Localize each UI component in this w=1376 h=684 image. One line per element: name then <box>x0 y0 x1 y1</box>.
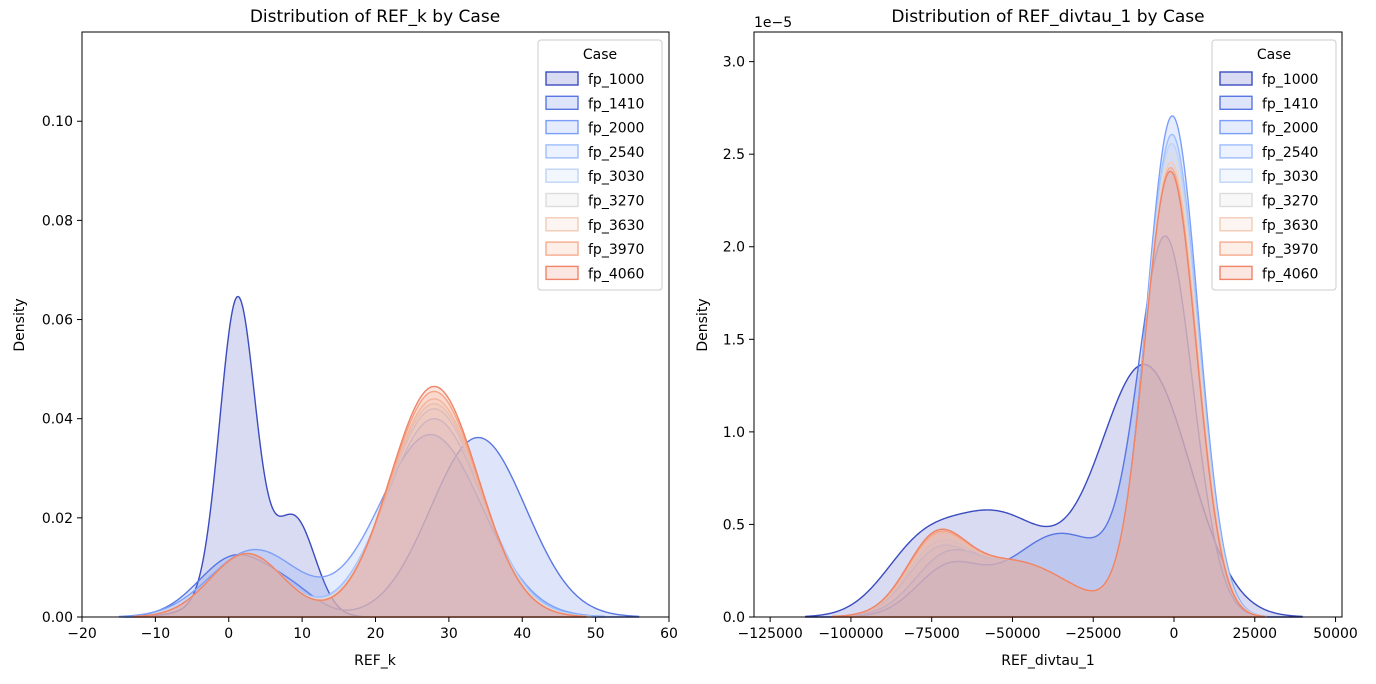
x-axis-ticks: −20 −10 0 10 20 30 40 50 60 <box>67 617 678 642</box>
legend-entry-label: fp_3030 <box>1262 169 1318 185</box>
x-tick-label: 25000 <box>1232 626 1277 642</box>
y-axis-ticks: 0.0 0.5 1.0 1.5 2.0 2.5 3.0 <box>723 55 754 626</box>
legend-title: Case <box>583 47 617 63</box>
legend-entry-label: fp_3630 <box>1262 218 1318 234</box>
legend-entry-label: fp_2000 <box>1262 121 1318 137</box>
x-tick-label: −20 <box>67 626 97 642</box>
legend-swatch <box>1219 168 1253 183</box>
legend-swatch <box>1219 217 1253 232</box>
legend-swatch <box>1219 144 1253 159</box>
legend-entry-label: fp_1000 <box>1262 72 1318 88</box>
y-axis-label: Density <box>12 298 28 351</box>
legend: Case fp_1000 fp_1410 fp_2000 fp_2540 fp_3030f… <box>1211 39 1337 291</box>
density-plot-area <box>805 115 1303 618</box>
x-tick-label: −10 <box>141 626 171 642</box>
legend-entry-label: fp_3970 <box>1262 242 1318 258</box>
y-tick-label: 3.0 <box>723 55 745 71</box>
x-tick-label: 10 <box>293 626 311 642</box>
y-tick-label: 2.5 <box>723 147 745 163</box>
y-axis-scale-label: 1e−5 <box>754 15 792 31</box>
x-tick-label: 60 <box>660 626 678 642</box>
y-tick-label: 0.5 <box>723 517 745 533</box>
y-tick-label: 1.5 <box>723 332 745 348</box>
legend-entry-label: fp_1410 <box>1262 96 1318 112</box>
density-curve-fp-1000 <box>142 295 363 618</box>
legend-title: Case <box>1257 47 1291 63</box>
density-curve-fp-1410 <box>123 436 640 618</box>
legend-entry-label: fp_2540 <box>588 145 644 161</box>
legend-swatch <box>1219 265 1253 281</box>
legend-swatch <box>545 241 579 256</box>
x-tick-label: 0 <box>224 626 233 642</box>
y-tick-label: 1.0 <box>723 425 745 441</box>
legend-swatch <box>545 192 579 208</box>
density-curve-fp-1000 <box>805 363 1303 618</box>
panel-ref-divtau-1: Distribution of REF_divtau_1 by Case 1e−… <box>695 7 1358 669</box>
x-tick-label: 50 <box>587 626 605 642</box>
legend-swatch <box>1219 192 1253 208</box>
y-tick-label: 0.10 <box>42 114 73 130</box>
y-axis-label: Density <box>695 298 711 351</box>
legend-entry-label: fp_3030 <box>588 169 644 185</box>
legend-swatch <box>1219 241 1253 256</box>
legend-swatch <box>545 217 579 232</box>
x-tick-label: 20 <box>367 626 385 642</box>
legend-entry-label: fp_2540 <box>1262 145 1318 161</box>
legend-frame <box>537 39 663 291</box>
legend-swatch <box>1219 119 1253 135</box>
legend-swatch <box>545 144 579 159</box>
legend-swatch <box>1219 71 1253 86</box>
legend-entry-label: fp_4060 <box>588 266 644 282</box>
x-tick-label: 30 <box>440 626 458 642</box>
y-axis-ticks: 0.00 0.02 0.04 0.06 0.08 0.10 <box>42 114 82 626</box>
x-tick-label: −25000 <box>1065 626 1121 642</box>
density-curve-fp-4060 <box>134 385 587 618</box>
legend-swatch <box>545 95 579 111</box>
x-tick-label: 50000 <box>1313 626 1358 642</box>
chart-title: Distribution of REF_divtau_1 by Case <box>891 7 1204 27</box>
legend-entry-label: fp_1000 <box>588 72 644 88</box>
legend: Case fp_1000 fp_1410 fp_2000 fp_2540 fp_3030f… <box>537 39 663 291</box>
x-tick-label: −50000 <box>984 626 1040 642</box>
x-axis-label: REF_divtau_1 <box>1001 653 1095 669</box>
y-tick-label: 0.00 <box>42 610 73 626</box>
x-tick-label: −100000 <box>818 626 883 642</box>
density-curve-fp-2000 <box>118 433 606 618</box>
legend-entry-label: fp_3270 <box>1262 194 1318 210</box>
chart-title: Distribution of REF_k by Case <box>250 7 500 27</box>
legend-frame <box>1211 39 1337 291</box>
density-plot-area <box>118 295 640 618</box>
y-tick-label: 0.04 <box>42 412 73 428</box>
legend-entry-label: fp_4060 <box>1262 266 1318 282</box>
x-axis-ticks: −125000 −100000 −75000 −50000 −25000 0 25000 50… <box>738 617 1358 642</box>
legend-entry-label: fp_3630 <box>588 218 644 234</box>
plot-frame <box>753 31 1343 618</box>
legend-swatch <box>545 168 579 183</box>
y-tick-label: 0.0 <box>723 610 745 626</box>
legend-entry-label: fp_1410 <box>588 96 644 112</box>
x-axis-label: REF_k <box>354 653 397 669</box>
legend-swatch <box>1219 95 1253 111</box>
legend-swatch <box>545 119 579 135</box>
density-curve-fp-4060 <box>832 170 1266 618</box>
legend-swatch <box>545 71 579 86</box>
y-tick-label: 0.02 <box>42 511 73 527</box>
y-tick-label: 2.0 <box>723 240 745 256</box>
legend-entry-label: fp_2000 <box>588 121 644 137</box>
density-curve-fp-1410 <box>852 235 1266 618</box>
panel-ref-k: Distribution of REF_k by Case −20 −10 0 10 2… <box>12 7 678 669</box>
legend-swatch <box>545 265 579 281</box>
legend-entry-label: fp_3970 <box>588 242 644 258</box>
x-tick-label: −125000 <box>738 626 803 642</box>
y-tick-label: 0.08 <box>42 213 73 229</box>
x-tick-label: −75000 <box>904 626 960 642</box>
x-tick-label: 0 <box>1170 626 1179 642</box>
legend-entry-label: fp_3270 <box>588 194 644 210</box>
x-tick-label: 40 <box>513 626 531 642</box>
y-tick-label: 0.06 <box>42 313 73 329</box>
